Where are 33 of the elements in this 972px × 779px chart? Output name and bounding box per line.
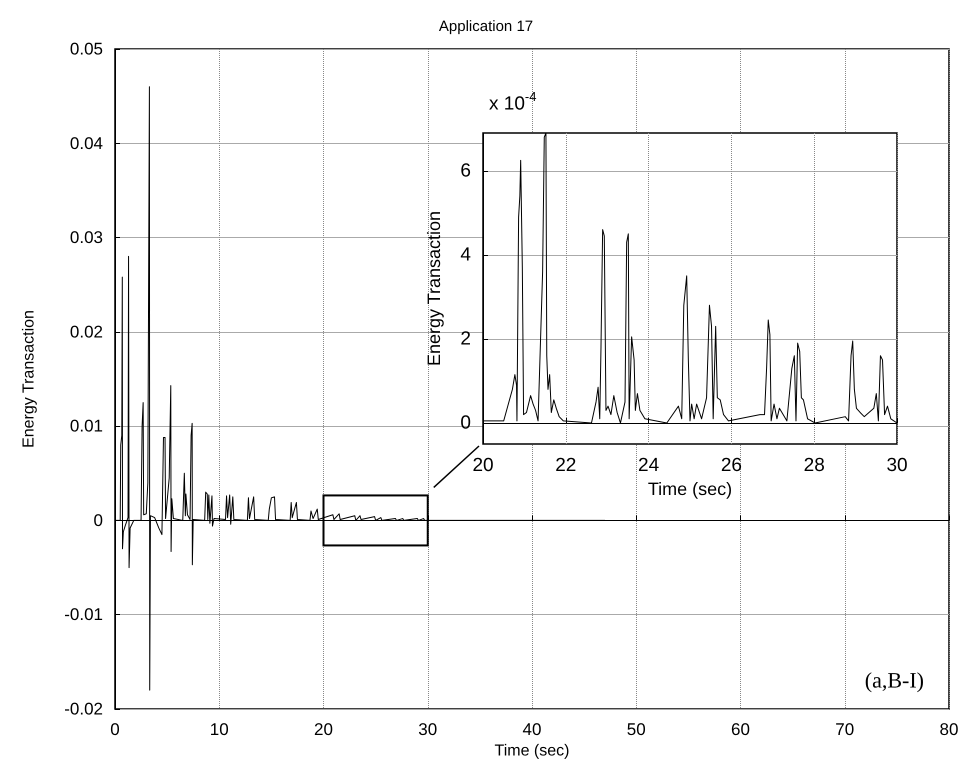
x-tick-label: 20 <box>472 455 494 476</box>
y-axis-title: Energy Transaction <box>20 310 38 448</box>
x-tick-label: 50 <box>626 720 646 739</box>
x-tick-label: 26 <box>720 455 742 476</box>
x-axis-title: Time (sec) <box>648 478 732 499</box>
y-tick-label: 0.04 <box>70 134 103 153</box>
x-tick-label: 28 <box>804 455 825 476</box>
y-tick-label: -0.02 <box>64 700 103 718</box>
y-tick-label: 0 <box>460 412 471 434</box>
y-tick-label: 0.05 <box>70 40 103 58</box>
x-tick-label: 20 <box>314 720 333 739</box>
annotation: (a,B-I) <box>864 668 924 692</box>
y-tick-label: 6 <box>460 160 471 182</box>
x-tick-label: 30 <box>886 455 908 476</box>
y-tick-label: 0.02 <box>70 322 103 342</box>
x-tick-label: 24 <box>638 455 660 476</box>
x-tick-label: 40 <box>522 720 542 739</box>
x-tick-label: 0 <box>110 720 120 739</box>
x-tick-label: 80 <box>940 720 958 739</box>
y-axis-title: Energy Transaction <box>424 210 444 366</box>
x-tick-label: 60 <box>731 720 750 739</box>
x-tick-label: 22 <box>555 455 576 476</box>
y-tick-label: 0 <box>94 510 103 530</box>
chart-title: Application 17 <box>438 18 534 35</box>
x-axis-title: Time (sec) <box>494 742 570 760</box>
y-tick-label: 0.01 <box>70 416 103 436</box>
x-tick-label: 30 <box>418 720 438 739</box>
x-tick-label: 70 <box>835 720 854 739</box>
x-tick-label: 10 <box>210 720 229 739</box>
y-tick-label: 4 <box>460 244 472 266</box>
y-tick-label: 0.03 <box>70 228 103 248</box>
y-tick-label: 2 <box>460 328 471 350</box>
y-tick-label: -0.01 <box>64 605 103 624</box>
